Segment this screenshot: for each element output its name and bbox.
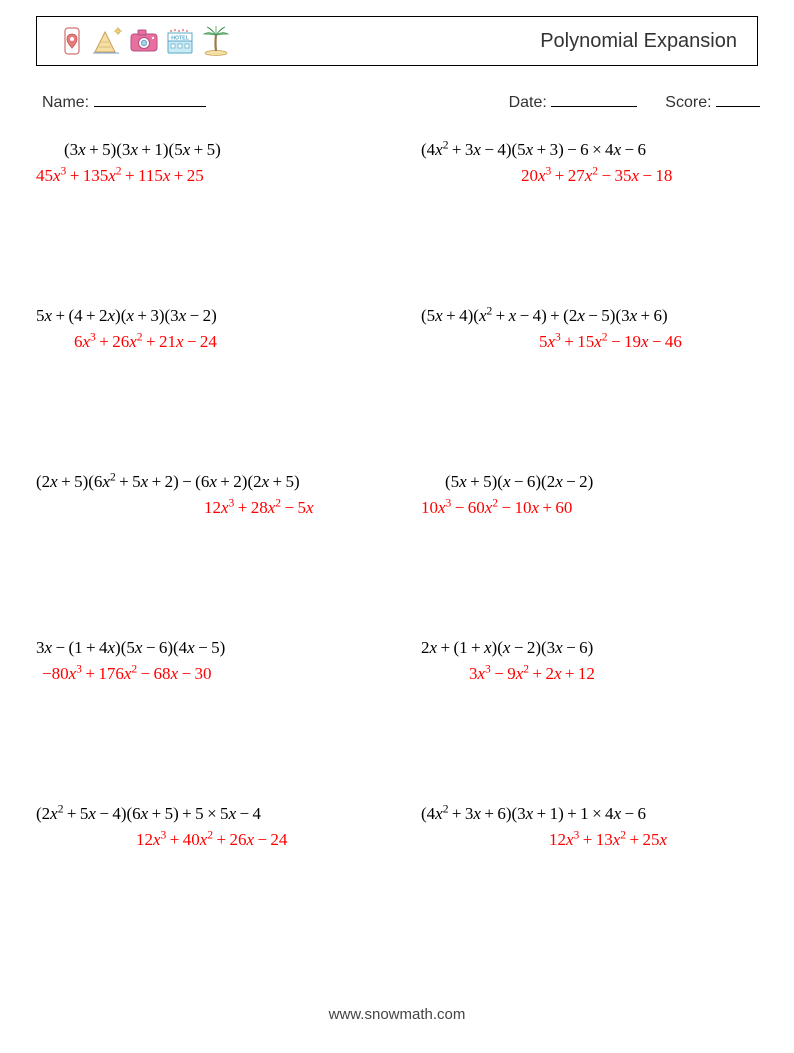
page-title: Polynomial Expansion — [540, 30, 737, 53]
question: 3x − (1 + 4x)(5x − 6)(4x − 5) — [36, 638, 375, 658]
location-pin-icon — [57, 24, 87, 58]
answer: 5x3 + 15x2 − 19x − 46 — [421, 332, 760, 352]
footer-text: www.snowmath.com — [0, 1006, 794, 1023]
problem-6: (5x + 5)(x − 6)(2x − 2) 10x3 − 60x2 − 10x… — [421, 472, 760, 518]
answer: 12x3 + 28x2 − 5x — [36, 498, 375, 518]
problem-1: (3x + 5)(3x + 1)(5x + 5) 45x3 + 135x2 + 1… — [36, 140, 375, 186]
score-blank — [716, 92, 760, 107]
score-field: Score: — [665, 92, 760, 112]
problems-grid: (3x + 5)(3x + 1)(5x + 5) 45x3 + 135x2 + 1… — [36, 140, 760, 850]
score-label: Score: — [665, 94, 711, 111]
problem-8: 2x + (1 + x)(x − 2)(3x − 6) 3x3 − 9x2 + 2… — [421, 638, 760, 684]
camera-icon — [129, 24, 159, 58]
answer: −80x3 + 176x2 − 68x − 30 — [36, 664, 375, 684]
hotel-icon: HOTEL — [165, 24, 195, 58]
answer: 12x3 + 13x2 + 25x — [421, 830, 760, 850]
header-box: HOTEL Polynomial Expansion — [36, 16, 758, 66]
answer: 45x3 + 135x2 + 115x + 25 — [36, 166, 375, 186]
date-blank — [551, 92, 637, 107]
answer: 3x3 − 9x2 + 2x + 12 — [421, 664, 760, 684]
question: (4x2 + 3x − 4)(5x + 3) − 6 × 4x − 6 — [421, 140, 760, 160]
question: (2x2 + 5x − 4)(6x + 5) + 5 × 5x − 4 — [36, 804, 375, 824]
meta-row: Name: Date: Score: — [42, 92, 760, 112]
answer: 10x3 − 60x2 − 10x + 60 — [421, 498, 760, 518]
answer: 6x3 + 26x2 + 21x − 24 — [36, 332, 375, 352]
problem-5: (2x + 5)(6x2 + 5x + 2) − (6x + 2)(2x + 5… — [36, 472, 375, 518]
problem-2: (4x2 + 3x − 4)(5x + 3) − 6 × 4x − 6 20x3 … — [421, 140, 760, 186]
question: (2x + 5)(6x2 + 5x + 2) − (6x + 2)(2x + 5… — [36, 472, 375, 492]
icons-row: HOTEL — [57, 24, 231, 58]
question: 5x + (4 + 2x)(x + 3)(3x − 2) — [36, 306, 375, 326]
problem-10: (4x2 + 3x + 6)(3x + 1) + 1 × 4x − 6 12x3 … — [421, 804, 760, 850]
name-blank — [94, 92, 206, 107]
problem-9: (2x2 + 5x − 4)(6x + 5) + 5 × 5x − 4 12x3 … — [36, 804, 375, 850]
pyramid-icon — [93, 24, 123, 58]
question: (3x + 5)(3x + 1)(5x + 5) — [36, 140, 375, 160]
answer: 20x3 + 27x2 − 35x − 18 — [421, 166, 760, 186]
question: 2x + (1 + x)(x − 2)(3x − 6) — [421, 638, 760, 658]
name-field: Name: — [42, 92, 206, 112]
question: (5x + 5)(x − 6)(2x − 2) — [421, 472, 760, 492]
question: (4x2 + 3x + 6)(3x + 1) + 1 × 4x − 6 — [421, 804, 760, 824]
problem-4: (5x + 4)(x2 + x − 4) + (2x − 5)(3x + 6) 5… — [421, 306, 760, 352]
problem-7: 3x − (1 + 4x)(5x − 6)(4x − 5) −80x3 + 176… — [36, 638, 375, 684]
problem-3: 5x + (4 + 2x)(x + 3)(3x − 2) 6x3 + 26x2 +… — [36, 306, 375, 352]
date-label: Date: — [509, 94, 547, 111]
answer: 12x3 + 40x2 + 26x − 24 — [36, 830, 375, 850]
palm-tree-icon — [201, 24, 231, 58]
question: (5x + 4)(x2 + x − 4) + (2x − 5)(3x + 6) — [421, 306, 760, 326]
name-label: Name: — [42, 94, 89, 111]
hotel-label: HOTEL — [171, 36, 189, 42]
date-field: Date: — [509, 92, 638, 112]
